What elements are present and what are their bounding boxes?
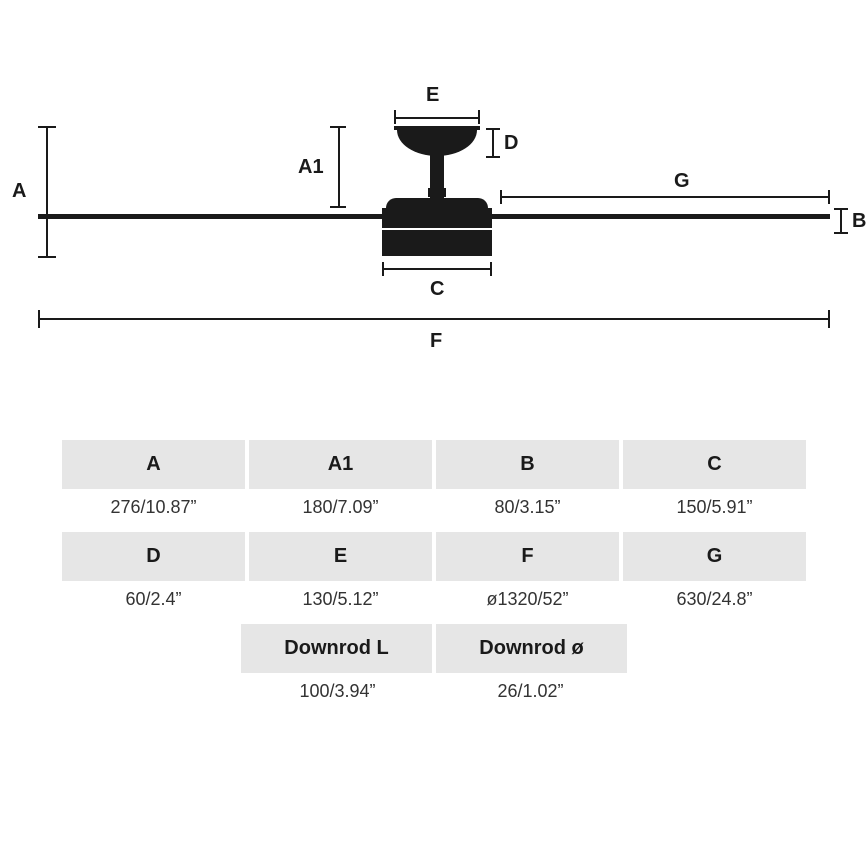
table-header: Downrod L (241, 624, 432, 673)
dim-B-bar (840, 208, 842, 234)
dim-label-A1: A1 (298, 156, 324, 179)
fan-blade-right (492, 214, 830, 219)
canopy (397, 130, 477, 156)
dim-D-bar (492, 128, 494, 158)
dim-D-tick-bot (486, 156, 500, 158)
table-row: A A1 B C (60, 440, 808, 489)
dim-label-C: C (430, 278, 444, 301)
table-value: 276/10.87” (60, 489, 247, 532)
table-value: 80/3.15” (434, 489, 621, 532)
table-row: 60/2.4” 130/5.12” ø1320/52” 630/24.8” (60, 581, 808, 624)
downrod-nut (428, 188, 446, 197)
table-value: 26/1.02” (434, 673, 627, 716)
table-row: D E F G (60, 532, 808, 581)
dim-G-bar (500, 196, 830, 198)
motor-body (382, 208, 492, 256)
dim-label-D: D (504, 132, 518, 155)
table-row: 100/3.94” 26/1.02” (60, 673, 808, 716)
table-value: 100/3.94” (241, 673, 434, 716)
table-value: 180/7.09” (247, 489, 434, 532)
dim-A-tick-bot (38, 256, 56, 258)
table-value: 130/5.12” (247, 581, 434, 624)
dim-E-tick-right (478, 110, 480, 124)
dim-A1-bar (338, 126, 340, 208)
dim-E-bar (394, 117, 480, 119)
dim-label-A: A (12, 180, 26, 203)
dim-F-bar (38, 318, 830, 320)
dim-A1-tick-bot (330, 206, 346, 208)
fan-dimension-diagram: E D A A1 G (38, 110, 830, 380)
motor-seam (382, 228, 492, 230)
dim-label-E: E (426, 84, 439, 107)
dimensions-table: A A1 B C 276/10.87” 180/7.09” 80/3.15” 1… (60, 440, 808, 716)
motor-top-cap (386, 198, 488, 208)
table-header: F (436, 532, 619, 581)
fan-blade-left (38, 214, 382, 219)
table-header: E (249, 532, 432, 581)
table-header: C (623, 440, 806, 489)
dim-B-tick-bot (834, 232, 848, 234)
table-row: Downrod L Downrod ø (60, 624, 808, 673)
dim-A-bar (46, 126, 48, 258)
table-header: D (62, 532, 245, 581)
dim-label-B: B (852, 210, 866, 233)
table-value: 630/24.8” (621, 581, 808, 624)
dim-C-bar (382, 268, 492, 270)
table-header: A1 (249, 440, 432, 489)
table-value: 150/5.91” (621, 489, 808, 532)
table-header: G (623, 532, 806, 581)
table-header: B (436, 440, 619, 489)
table-value: ø1320/52” (434, 581, 621, 624)
dim-label-F: F (430, 330, 442, 353)
table-value: 60/2.4” (60, 581, 247, 624)
dim-label-G: G (674, 170, 690, 193)
table-header: Downrod ø (436, 624, 627, 673)
dim-C-tick-right (490, 262, 492, 276)
dim-F-tick-right (828, 310, 830, 328)
table-header: A (62, 440, 245, 489)
dim-G-tick-right (828, 190, 830, 204)
table-row: 276/10.87” 180/7.09” 80/3.15” 150/5.91” (60, 489, 808, 532)
